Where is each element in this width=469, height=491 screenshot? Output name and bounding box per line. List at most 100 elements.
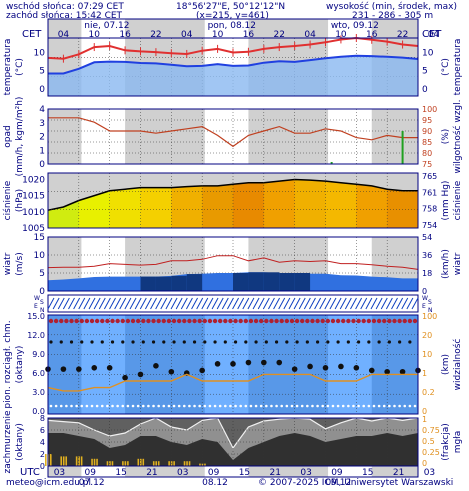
wind-arrow	[247, 297, 255, 310]
pressure-band	[202, 173, 219, 228]
fog-bar	[127, 461, 129, 466]
cloud-top-dot	[197, 318, 202, 324]
y-tick-label: 1005	[22, 224, 45, 234]
fog-bar	[140, 458, 142, 466]
cloud-top-dot	[223, 318, 228, 324]
wind-arrow	[83, 297, 91, 310]
y-tick-label: 8	[40, 414, 45, 423]
wind-arrow	[103, 297, 111, 310]
tz-bottom: UTC	[20, 467, 40, 478]
fog-dot	[336, 404, 340, 408]
cloud-mid-dot	[49, 340, 53, 344]
hour-label-bottom: 15	[239, 468, 250, 478]
wind-dir-label: S	[40, 299, 44, 306]
cloud-base-dot	[245, 359, 252, 366]
fog-dot	[162, 404, 166, 408]
pressure-band	[248, 173, 265, 228]
wind-dark-band	[155, 276, 172, 291]
wind-dark-band	[248, 272, 264, 291]
hour-label-top: 04	[58, 30, 70, 40]
wind-dark-band	[263, 272, 280, 291]
hour-label-top: 04	[304, 30, 316, 40]
y-tick-label: 0	[39, 287, 45, 297]
fog-bar	[93, 458, 96, 466]
y2-tick-label: 18	[422, 269, 432, 278]
precip-panel-frame	[47, 108, 419, 165]
pressure-band	[233, 173, 249, 228]
fog-bar	[80, 456, 83, 466]
fog-bar	[152, 461, 155, 466]
humidity-unit-label: (%)	[441, 129, 451, 145]
y-tick-label: 10	[34, 49, 46, 59]
cloud-top-dot	[335, 318, 341, 324]
fog-bar	[65, 456, 68, 466]
y2-tick-label: 10	[422, 49, 434, 59]
cloud-top-dot	[315, 318, 320, 324]
cloud-top-dot	[187, 318, 192, 324]
visibility-unit-label: (km)	[441, 354, 451, 375]
cloud-mid-dot	[223, 340, 227, 344]
wind-arrow	[396, 297, 404, 310]
wind-arrow	[196, 297, 204, 310]
cloud-mid-dot	[203, 340, 207, 344]
cloud-top-dot	[115, 318, 120, 324]
fog-bar	[183, 461, 186, 466]
hour-label-bottom: 15	[115, 468, 126, 478]
y-tick-label: 10	[34, 251, 46, 261]
temperature-panel-frame	[47, 37, 419, 97]
y2-tick-label: 85	[422, 138, 432, 147]
wind-arrow	[129, 297, 137, 310]
y2-tick-label: 80	[422, 149, 432, 158]
hour-label-bottom: 03	[300, 468, 311, 478]
cloud-top-dot	[346, 318, 351, 324]
cloud-mid-dot	[110, 340, 115, 344]
wind-arrow	[57, 297, 65, 310]
cloud-top-dot	[382, 318, 387, 324]
fog-dot	[208, 404, 212, 408]
hour-label-top: 22	[274, 30, 285, 40]
y2-tick-label: 765	[422, 172, 437, 181]
day-label-bottom: 08.12	[202, 478, 228, 488]
y-tick-label: 0.0	[32, 407, 45, 416]
wind-arrow	[180, 297, 188, 310]
footer-email[interactable]: meteo@icm.edu.pl	[6, 478, 91, 488]
cloud-mid-dot	[254, 340, 258, 344]
cloud-top-dot	[402, 318, 407, 324]
wind-panel-frame	[47, 236, 419, 292]
wind-dark-band	[171, 275, 187, 291]
fog-bar	[124, 461, 127, 466]
cloud-top-dot	[84, 318, 90, 324]
fog-dot	[249, 404, 253, 408]
night-band	[125, 19, 205, 38]
hour-label-bottom: 03	[424, 468, 435, 478]
wind-arrow	[206, 297, 214, 310]
y2-tick-label: 5	[422, 67, 428, 77]
wind-arrow	[309, 297, 316, 310]
cloud-top-dot	[161, 318, 166, 324]
cloud-top-dot	[48, 318, 54, 324]
cloud-top-dot	[166, 318, 172, 324]
y2-tick-label: 0.25	[422, 448, 440, 457]
y2-tick-label: 1	[422, 415, 427, 424]
cloud-top-dot	[171, 318, 177, 324]
hour-label-bottom: 21	[393, 468, 404, 478]
hour-label-bottom: 15	[362, 468, 373, 478]
fog-bar	[188, 461, 191, 466]
fog-dot	[80, 404, 84, 408]
y-tick-label: 5	[39, 67, 45, 77]
y2-tick-label: 75	[422, 160, 432, 169]
fog-bar	[137, 458, 140, 466]
cloud-base-dot	[368, 367, 375, 374]
wind-arrow	[350, 297, 357, 310]
fog-dot	[203, 404, 207, 408]
temperature-unit-label: (°C)	[15, 58, 25, 76]
y2-tick-label: 0	[422, 85, 428, 95]
cloud-mid-dot	[357, 340, 361, 344]
fog-dot	[311, 404, 314, 408]
cloud-base-dot	[261, 359, 267, 366]
cloud-mid-dot	[90, 340, 94, 344]
fog-dot	[75, 404, 78, 408]
hour-label-top: 10	[335, 30, 347, 40]
fog-bar	[157, 461, 160, 466]
cloud-top-dot	[110, 318, 115, 324]
